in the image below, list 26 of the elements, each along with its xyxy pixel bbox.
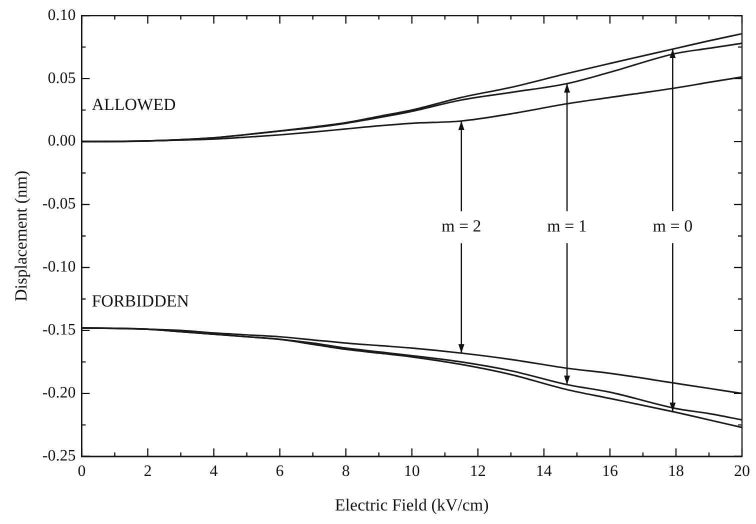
y-tick-label: 0.10	[48, 6, 76, 24]
y-tick-label: -0.25	[42, 448, 76, 465]
x-tick-label: 20	[734, 463, 750, 480]
y-tick-label: -0.10	[42, 258, 76, 276]
y-tick-label: 0.00	[48, 132, 76, 150]
x-tick-label: 10	[404, 463, 420, 480]
y-tick-label: 0.05	[48, 70, 76, 87]
y-tick-label: -0.15	[42, 322, 76, 339]
x-tick-label: 14	[536, 463, 552, 480]
y-tick-label: -0.05	[42, 196, 76, 213]
x-tick-label: 16	[602, 463, 618, 480]
annotation: ALLOWED	[92, 95, 176, 114]
y-tick-label: -0.20	[42, 384, 76, 402]
x-tick-label: 12	[470, 463, 486, 480]
x-tick-label: 0	[78, 463, 86, 480]
x-tick-label: 4	[210, 463, 218, 480]
annotation: m = 2	[441, 216, 482, 236]
annotation: m = 1	[547, 216, 587, 236]
annotation: m = 0	[652, 216, 693, 236]
y-axis-title: Displacement (nm)	[12, 170, 31, 302]
x-tick-label: 8	[342, 463, 350, 480]
annotation: FORBIDDEN	[92, 291, 190, 310]
x-tick-label: 2	[144, 463, 152, 480]
x-axis-title: Electric Field (kV/cm)	[334, 495, 489, 514]
x-tick-label: 6	[276, 463, 284, 480]
x-tick-label: 18	[668, 463, 684, 480]
